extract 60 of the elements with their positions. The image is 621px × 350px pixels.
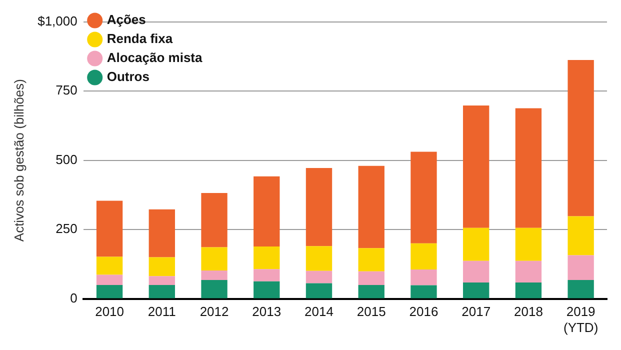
legend-label: Alocação mista: [106, 50, 204, 66]
bar: [358, 248, 384, 272]
bar: [96, 256, 123, 275]
bar: [358, 271, 384, 285]
bar: [358, 284, 384, 298]
y-tick-label: 750: [56, 82, 78, 98]
bar: [148, 209, 175, 258]
x-tick-label: 2014: [304, 304, 334, 320]
y-tick-label: $1,000: [38, 13, 78, 28]
x-tick-label: 2013: [252, 304, 282, 320]
bar: [96, 284, 123, 298]
bar: [410, 243, 437, 270]
bar: [201, 192, 228, 248]
bar: [568, 255, 594, 280]
bar: [463, 260, 490, 282]
x-tick-label: 2018: [514, 304, 543, 320]
bar: [568, 216, 594, 256]
bar: [410, 269, 437, 286]
x-tick-label: 2010: [95, 304, 124, 320]
bar: [254, 246, 280, 270]
bar: [306, 270, 332, 284]
bar: [254, 176, 280, 246]
bar: [306, 283, 332, 298]
bar: [254, 269, 280, 282]
x-tick-label: 2012: [200, 304, 229, 320]
y-tick-label: 500: [56, 152, 78, 167]
bar: [515, 228, 542, 261]
bar: [463, 105, 490, 228]
y-tick-label: 0: [70, 290, 78, 306]
bar: [410, 152, 437, 244]
x-tick-label: 2016: [409, 304, 438, 320]
bar: [96, 200, 123, 257]
bar: [254, 281, 280, 298]
bar: [410, 285, 437, 298]
y-axis-title: Activos sob gestão (bilhões): [11, 79, 26, 242]
x-tick-label: 2019 (YTD): [563, 304, 598, 335]
bar: [201, 247, 228, 271]
bar: [568, 280, 594, 298]
bar: [201, 280, 228, 298]
legend-label: Outros: [106, 69, 150, 84]
x-tick-label: 2015: [356, 304, 386, 320]
x-tick-label: 2017: [462, 304, 491, 320]
y-tick-label: 250: [56, 221, 78, 236]
bar: [568, 60, 594, 216]
bar: [463, 228, 490, 261]
bar: [96, 274, 123, 285]
bar: [306, 246, 332, 271]
bar: [463, 282, 490, 298]
bar: [515, 282, 542, 298]
legend-label: Ações: [106, 12, 146, 28]
bar: [515, 260, 542, 282]
bar: [201, 270, 228, 280]
legend-label: Renda fixa: [106, 31, 174, 46]
x-tick-label: 2011: [148, 304, 176, 320]
bar: [148, 257, 175, 276]
bar: [148, 284, 175, 298]
bar: [148, 276, 175, 285]
bar: [515, 108, 542, 228]
bar: [306, 168, 332, 246]
bar: [358, 166, 384, 248]
